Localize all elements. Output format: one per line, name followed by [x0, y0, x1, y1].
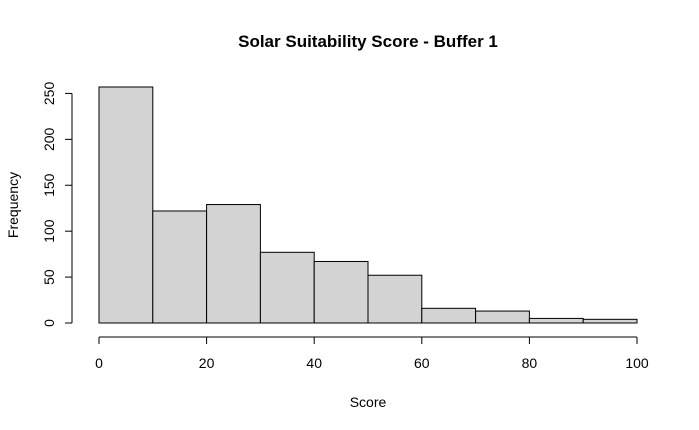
y-tick-label: 200 — [41, 127, 57, 151]
x-tick-label: 80 — [522, 355, 538, 371]
histogram-bar — [206, 204, 261, 324]
histogram-bar — [421, 307, 477, 324]
histogram-bar — [582, 318, 638, 324]
y-axis: 0 50 100 150 200 250 — [41, 82, 73, 327]
histogram-bar — [259, 251, 315, 324]
histogram-bar — [528, 317, 584, 324]
y-tick-label: 250 — [41, 82, 57, 106]
x-axis-label: Score — [350, 394, 387, 410]
histogram-bar — [98, 86, 154, 324]
y-tick-label: 50 — [41, 269, 57, 285]
histogram-bar — [152, 210, 208, 324]
x-tick-label: 20 — [199, 355, 215, 371]
histogram-bar — [475, 310, 530, 324]
histogram-bar — [367, 274, 423, 324]
x-tick-label: 0 — [95, 355, 103, 371]
x-tick-label: 40 — [306, 355, 322, 371]
y-axis-label: Frequency — [5, 172, 21, 238]
x-tick-label: 100 — [625, 355, 649, 371]
chart-title: Solar Suitability Score - Buffer 1 — [238, 32, 498, 51]
histogram-bar — [313, 260, 369, 324]
bars-group — [98, 86, 638, 324]
x-tick-label: 60 — [414, 355, 430, 371]
y-tick-label: 100 — [41, 219, 57, 243]
y-tick-label: 150 — [41, 173, 57, 197]
y-tick-label: 0 — [41, 319, 57, 327]
x-axis: 0 20 40 60 80 100 — [95, 336, 649, 371]
